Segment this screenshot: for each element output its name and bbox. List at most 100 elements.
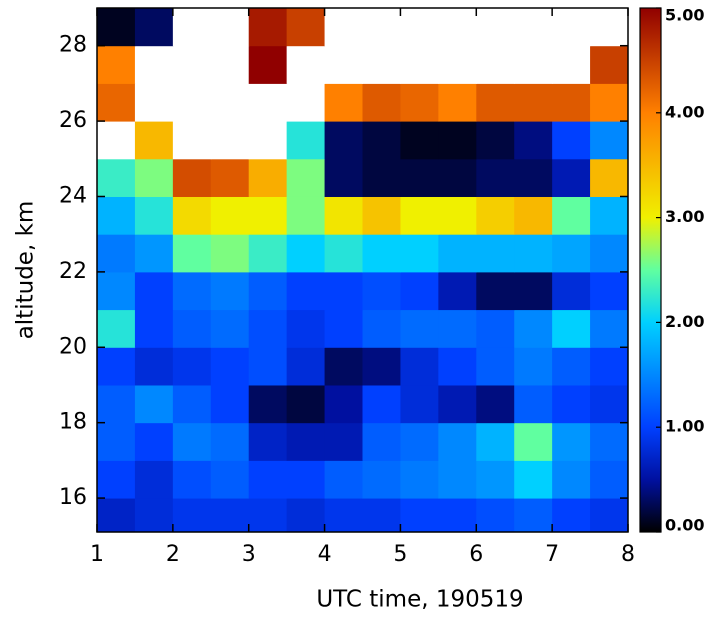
heat-cell	[172, 384, 212, 424]
heat-cell	[476, 158, 515, 197]
heat-cell	[438, 271, 477, 311]
heat-cell	[134, 271, 174, 311]
heat-cell	[590, 83, 628, 122]
heat-cell	[590, 8, 628, 47]
heat-cell	[324, 460, 363, 499]
x-tick-label: 6	[469, 542, 483, 567]
heat-cell	[172, 83, 212, 122]
heat-cell	[476, 498, 515, 532]
heat-cell	[438, 498, 477, 532]
heat-cell	[134, 196, 174, 235]
heat-cell	[286, 83, 326, 122]
heat-cell	[172, 121, 212, 160]
heat-cell	[400, 158, 439, 197]
heat-cell	[97, 121, 136, 160]
heat-cell	[134, 384, 174, 424]
heat-cell	[172, 309, 212, 348]
heat-cell	[362, 8, 401, 47]
heat-cell	[552, 121, 591, 160]
heat-cell	[97, 45, 136, 84]
heat-cell	[248, 422, 288, 461]
heat-cell	[286, 234, 326, 273]
heat-cell	[324, 234, 363, 273]
heat-cell	[438, 234, 477, 273]
heat-cell	[286, 158, 326, 197]
x-tick-label: 2	[166, 542, 180, 567]
heat-cell	[362, 460, 401, 499]
heat-cell	[476, 384, 515, 424]
heat-cell	[476, 347, 515, 386]
heat-cell	[590, 384, 628, 424]
heat-cell	[210, 196, 250, 235]
heat-cell	[210, 271, 250, 311]
heat-cell	[590, 498, 628, 532]
y-tick-label: 18	[59, 410, 87, 435]
heat-cell	[552, 271, 591, 311]
x-tick-label: 4	[318, 542, 332, 567]
heat-cell	[552, 158, 591, 197]
heat-cell	[552, 422, 591, 461]
heat-cell	[438, 8, 477, 47]
heat-cell	[514, 45, 553, 84]
heat-cell	[248, 234, 288, 273]
heat-cell	[514, 234, 553, 273]
x-tick-label: 8	[621, 542, 635, 567]
heat-cell	[590, 309, 628, 348]
colorbar-tick-label: 0.00	[665, 516, 704, 535]
heat-cell	[514, 121, 553, 160]
heat-cell	[324, 498, 363, 532]
heat-cell	[324, 384, 363, 424]
heat-cell	[97, 8, 136, 47]
heat-cell	[210, 460, 250, 499]
heat-cell	[438, 384, 477, 424]
heat-cell	[476, 460, 515, 499]
heat-cell	[134, 460, 174, 499]
heatmap	[97, 8, 628, 532]
heat-cell	[476, 121, 515, 160]
heat-cell	[438, 309, 477, 348]
heat-cell	[210, 45, 250, 84]
heat-cell	[400, 422, 439, 461]
heat-cell	[476, 271, 515, 311]
heat-cell	[514, 83, 553, 122]
heat-cell	[97, 309, 136, 348]
heat-cell	[400, 121, 439, 160]
heat-cell	[248, 347, 288, 386]
heat-cell	[286, 384, 326, 424]
heat-cell	[286, 309, 326, 348]
heat-cell	[362, 309, 401, 348]
heat-cell	[134, 309, 174, 348]
heat-cell	[172, 498, 212, 532]
colorbar-tick-label: 5.00	[665, 6, 704, 25]
heat-cell	[324, 196, 363, 235]
heat-cell	[552, 234, 591, 273]
heat-cell	[97, 347, 136, 386]
heat-cell	[362, 347, 401, 386]
x-tick-label: 5	[393, 542, 407, 567]
heat-cell	[172, 271, 212, 311]
heat-cell	[590, 234, 628, 273]
heat-cell	[248, 45, 288, 84]
heat-cell	[324, 45, 363, 84]
heat-cell	[134, 498, 174, 532]
heat-cell	[97, 271, 136, 311]
x-axis-label: UTC time, 190519	[316, 587, 523, 613]
heat-cell	[286, 347, 326, 386]
heat-cell	[172, 422, 212, 461]
heat-cell	[400, 347, 439, 386]
y-tick-label: 28	[59, 33, 87, 58]
heat-cell	[400, 83, 439, 122]
heat-cell	[400, 8, 439, 47]
heat-cell	[97, 158, 136, 197]
heat-cell	[134, 121, 174, 160]
heat-cell	[210, 347, 250, 386]
heat-cell	[476, 234, 515, 273]
y-axis-label: altitude, km	[13, 201, 39, 340]
heat-cell	[97, 498, 136, 532]
heat-cell	[552, 196, 591, 235]
heat-cell	[324, 83, 363, 122]
heat-cell	[324, 347, 363, 386]
y-tick-label: 16	[59, 485, 87, 510]
heat-cell	[248, 158, 288, 197]
heat-cell	[172, 158, 212, 197]
